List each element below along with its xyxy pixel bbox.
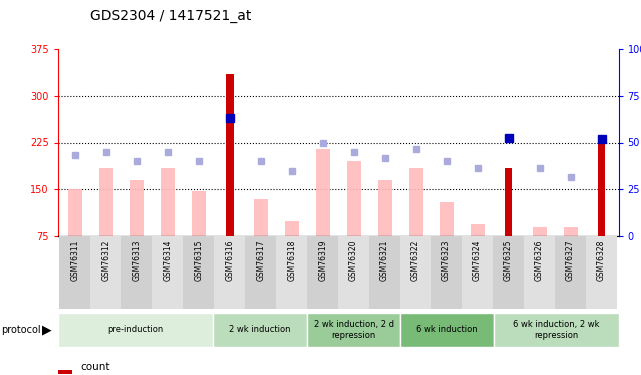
Bar bbox=[462, 236, 493, 309]
Bar bbox=[493, 236, 524, 309]
Bar bbox=[401, 313, 494, 347]
Text: GSM76313: GSM76313 bbox=[132, 240, 141, 281]
Text: pre-induction: pre-induction bbox=[108, 326, 163, 334]
Bar bbox=[90, 236, 121, 309]
Text: count: count bbox=[80, 362, 110, 372]
Bar bbox=[276, 236, 307, 309]
Text: GSM76318: GSM76318 bbox=[287, 240, 296, 281]
Bar bbox=[338, 236, 369, 309]
Text: GSM76315: GSM76315 bbox=[194, 240, 203, 281]
Text: 6 wk induction: 6 wk induction bbox=[417, 326, 478, 334]
Bar bbox=[470, 224, 485, 236]
Bar bbox=[213, 313, 307, 347]
Text: GSM76314: GSM76314 bbox=[163, 240, 172, 281]
Bar bbox=[431, 236, 462, 309]
Bar bbox=[245, 236, 276, 309]
Text: GSM76317: GSM76317 bbox=[256, 240, 265, 281]
Bar bbox=[59, 236, 90, 309]
Bar bbox=[58, 370, 72, 374]
Text: GSM76324: GSM76324 bbox=[473, 240, 482, 281]
Bar bbox=[378, 180, 392, 236]
Text: 2 wk induction: 2 wk induction bbox=[229, 326, 291, 334]
Text: 2 wk induction, 2 d
repression: 2 wk induction, 2 d repression bbox=[313, 320, 394, 340]
Bar bbox=[68, 189, 81, 236]
Text: GSM76316: GSM76316 bbox=[225, 240, 234, 281]
Bar bbox=[254, 199, 268, 236]
Text: 6 wk induction, 2 wk
repression: 6 wk induction, 2 wk repression bbox=[513, 320, 599, 340]
Bar bbox=[214, 236, 245, 309]
Text: GSM76328: GSM76328 bbox=[597, 240, 606, 281]
Bar bbox=[307, 313, 401, 347]
Bar bbox=[99, 168, 113, 236]
Bar bbox=[524, 236, 555, 309]
Text: GSM76323: GSM76323 bbox=[442, 240, 451, 281]
Bar bbox=[555, 236, 586, 309]
Bar bbox=[129, 180, 144, 236]
Bar bbox=[183, 236, 214, 309]
Bar bbox=[152, 236, 183, 309]
Bar bbox=[192, 190, 206, 236]
Text: GSM76322: GSM76322 bbox=[411, 240, 420, 281]
Bar bbox=[400, 236, 431, 309]
Text: ▶: ▶ bbox=[42, 324, 51, 336]
Bar bbox=[226, 74, 233, 236]
Bar bbox=[307, 236, 338, 309]
Bar bbox=[315, 149, 329, 236]
Bar bbox=[586, 236, 617, 309]
Text: GSM76325: GSM76325 bbox=[504, 240, 513, 281]
Text: GSM76327: GSM76327 bbox=[566, 240, 575, 281]
Bar bbox=[494, 313, 619, 347]
Bar bbox=[533, 227, 547, 236]
Bar bbox=[440, 202, 454, 236]
Bar bbox=[58, 313, 213, 347]
Text: GSM76311: GSM76311 bbox=[71, 240, 79, 281]
Text: GSM76321: GSM76321 bbox=[380, 240, 389, 281]
Bar bbox=[285, 220, 299, 236]
Bar bbox=[121, 236, 152, 309]
Text: protocol: protocol bbox=[1, 325, 41, 335]
Text: GSM76319: GSM76319 bbox=[318, 240, 327, 281]
Text: GSM76326: GSM76326 bbox=[535, 240, 544, 281]
Text: GDS2304 / 1417521_at: GDS2304 / 1417521_at bbox=[90, 9, 251, 23]
Text: GSM76312: GSM76312 bbox=[101, 240, 110, 281]
Bar bbox=[504, 168, 512, 236]
Bar bbox=[369, 236, 400, 309]
Bar bbox=[347, 161, 361, 236]
Bar bbox=[408, 168, 422, 236]
Text: GSM76320: GSM76320 bbox=[349, 240, 358, 281]
Bar bbox=[597, 140, 605, 236]
Bar bbox=[563, 227, 578, 236]
Bar bbox=[161, 168, 174, 236]
